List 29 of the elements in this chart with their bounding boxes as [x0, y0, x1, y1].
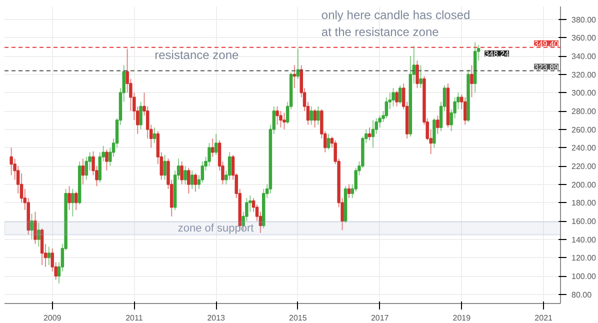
y-tick-label: 220.00 [572, 162, 597, 171]
y-tick-label: 260.00 [572, 125, 597, 134]
x-tick-label: 2011 [126, 314, 144, 322]
y-tick-label: 140.00 [572, 235, 597, 244]
y-tick-label: 160.00 [572, 217, 597, 226]
y-tick-label: 380.00 [572, 15, 597, 24]
y-tick-label: 320.00 [572, 70, 597, 80]
annotation: resistance zone [154, 48, 239, 62]
x-tick-label: 2009 [43, 314, 62, 322]
ref-line-label: 323.89 [534, 62, 560, 72]
y-tick-label: 200.00 [572, 180, 597, 190]
y-tick-label: 100.00 [572, 272, 597, 281]
annotation: 348.24 [484, 49, 510, 58]
band-label: zone of support [178, 222, 254, 234]
y-tick-label: 240.00 [572, 144, 597, 153]
x-tick-label: 2017 [370, 314, 390, 322]
y-tick-label: 300.00 [572, 88, 597, 98]
y-tick-label: 180.00 [572, 198, 597, 208]
x-tick-label: 2019 [452, 314, 472, 322]
y-tick-label: 360.00 [572, 34, 597, 43]
x-tick-label: 2015 [289, 314, 308, 322]
y-tick-label: 80.00 [572, 290, 592, 300]
x-tick-label: 2021 [534, 314, 554, 322]
ref-line-label: 349.40 [534, 39, 560, 48]
y-tick-label: 280.00 [572, 107, 597, 116]
annotation: only here candle has closed at the resistance zone [321, 8, 470, 39]
x-tick-label: 2013 [207, 314, 226, 322]
y-tick-label: 340.00 [572, 52, 597, 61]
y-tick-label: 120.00 [572, 254, 597, 263]
